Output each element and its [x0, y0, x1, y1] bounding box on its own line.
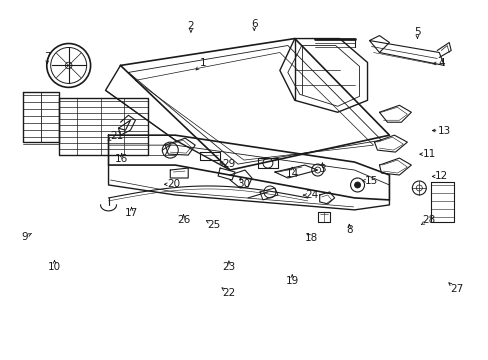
Text: 16: 16 — [115, 154, 128, 164]
Text: 6: 6 — [250, 19, 257, 29]
Text: 7: 7 — [44, 52, 50, 62]
Text: 20: 20 — [167, 179, 180, 189]
Text: 2: 2 — [187, 21, 194, 31]
Text: 12: 12 — [434, 171, 447, 181]
Text: 11: 11 — [422, 149, 435, 159]
Text: 5: 5 — [413, 27, 420, 37]
Text: 25: 25 — [207, 220, 221, 230]
Text: 21: 21 — [110, 131, 123, 141]
Text: 24: 24 — [305, 190, 318, 200]
Text: 15: 15 — [364, 176, 377, 186]
Text: 3: 3 — [319, 164, 325, 174]
Text: 13: 13 — [437, 126, 450, 135]
Text: 26: 26 — [177, 215, 190, 225]
Text: 18: 18 — [305, 233, 318, 243]
Text: 22: 22 — [222, 288, 235, 298]
Text: 8: 8 — [345, 225, 352, 235]
Circle shape — [354, 182, 360, 188]
Text: 10: 10 — [48, 262, 61, 272]
Text: 14: 14 — [285, 168, 298, 179]
Text: 9: 9 — [21, 232, 28, 242]
Text: 23: 23 — [222, 262, 235, 272]
Text: 30: 30 — [237, 179, 249, 189]
Text: 27: 27 — [449, 284, 462, 294]
Text: 29: 29 — [222, 159, 235, 169]
Text: 19: 19 — [285, 276, 298, 286]
Text: 17: 17 — [124, 208, 138, 218]
Text: 1: 1 — [200, 58, 206, 68]
Text: 4: 4 — [438, 58, 444, 68]
Text: 28: 28 — [421, 215, 434, 225]
